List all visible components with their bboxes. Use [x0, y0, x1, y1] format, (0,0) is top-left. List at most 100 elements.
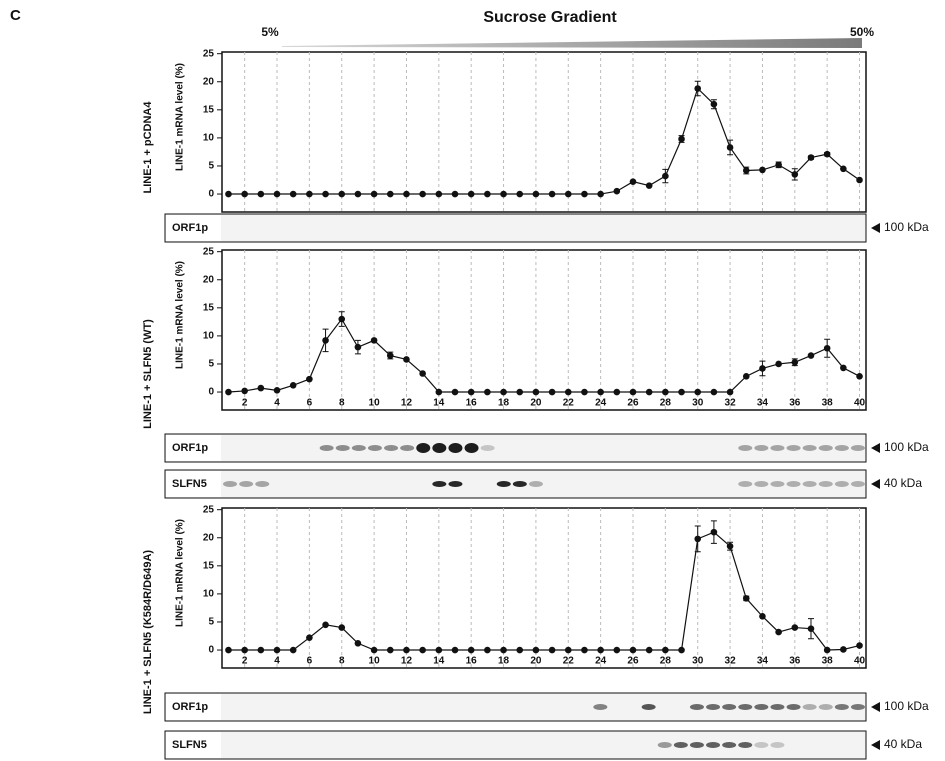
- blot-label: ORF1p: [172, 701, 208, 713]
- header-title: Sucrose Gradient: [483, 9, 617, 26]
- data-point: [808, 625, 815, 632]
- blot-band: [593, 704, 607, 710]
- x-tick-label: 16: [466, 656, 478, 667]
- x-tick-label: 26: [627, 398, 639, 409]
- data-point: [403, 647, 410, 654]
- data-point: [290, 647, 297, 654]
- blot-band: [803, 481, 817, 487]
- data-point: [597, 647, 604, 654]
- data-point: [225, 647, 232, 654]
- blot-band: [835, 445, 849, 451]
- data-point: [306, 376, 313, 383]
- x-tick-label: 36: [789, 398, 801, 409]
- data-point: [419, 191, 426, 198]
- data-point: [468, 389, 475, 396]
- data-point: [500, 191, 507, 198]
- x-tick-label: 8: [339, 398, 345, 409]
- data-point: [581, 647, 588, 654]
- data-point: [808, 352, 815, 359]
- data-point: [775, 629, 782, 636]
- data-point: [258, 647, 265, 654]
- blot-band: [336, 445, 350, 451]
- data-point: [840, 365, 847, 372]
- data-point: [759, 613, 766, 620]
- data-point: [484, 191, 491, 198]
- data-point: [322, 337, 329, 344]
- data-point: [468, 647, 475, 654]
- data-point: [387, 191, 394, 198]
- y-tick-label: 20: [203, 76, 215, 87]
- blot-band: [368, 445, 382, 451]
- size-arrow: [871, 443, 880, 453]
- x-tick-label: 16: [466, 398, 478, 409]
- data-point: [436, 647, 443, 654]
- data-point: [452, 647, 459, 654]
- x-tick-label: 38: [822, 398, 834, 409]
- data-point: [727, 144, 734, 151]
- data-point: [241, 388, 248, 395]
- data-point: [290, 382, 297, 389]
- data-point: [419, 370, 426, 377]
- data-point: [856, 177, 863, 184]
- panel-label: C: [10, 7, 21, 24]
- data-point: [808, 154, 815, 161]
- data-point: [533, 191, 540, 198]
- data-point: [468, 191, 475, 198]
- x-tick-label: 30: [692, 656, 704, 667]
- data-point: [241, 191, 248, 198]
- data-point: [662, 647, 669, 654]
- blot-band: [722, 704, 736, 710]
- data-point: [241, 647, 248, 654]
- blot-band: [448, 481, 462, 487]
- blot-band: [754, 481, 768, 487]
- x-tick-label: 22: [563, 656, 575, 667]
- data-point: [824, 151, 831, 158]
- data-point: [322, 191, 329, 198]
- blot-label: ORF1p: [172, 222, 208, 234]
- gradient-wedge: [282, 38, 862, 48]
- data-point: [338, 191, 345, 198]
- y-tick-label: 25: [203, 246, 215, 257]
- data-point: [775, 361, 782, 368]
- y-tick-label: 5: [208, 617, 214, 628]
- y-axis-label: LINE-1 mRNA level (%): [175, 261, 186, 369]
- x-tick-label: 36: [789, 656, 801, 667]
- data-point: [387, 352, 394, 359]
- x-tick-label: 10: [369, 398, 381, 409]
- data-point: [565, 389, 572, 396]
- data-point: [565, 191, 572, 198]
- y-tick-label: 10: [203, 331, 215, 342]
- data-point: [322, 621, 329, 628]
- data-point: [500, 647, 507, 654]
- data-line: [228, 532, 859, 650]
- data-point: [597, 191, 604, 198]
- data-point: [355, 344, 362, 351]
- blot-band: [706, 742, 720, 748]
- blot-band: [787, 445, 801, 451]
- blot-band: [481, 445, 495, 451]
- blot-band: [465, 443, 479, 453]
- data-point: [743, 595, 750, 602]
- size-arrow: [871, 479, 880, 489]
- blot-label: SLFN5: [172, 478, 207, 490]
- data-point: [743, 167, 750, 174]
- y-tick-label: 15: [203, 104, 215, 115]
- data-point: [614, 188, 621, 195]
- blot-band: [754, 445, 768, 451]
- data-point: [371, 191, 378, 198]
- x-tick-label: 34: [757, 398, 769, 409]
- data-point: [775, 162, 782, 169]
- data-point: [306, 634, 313, 641]
- blot-frame: [165, 214, 866, 242]
- data-point: [840, 646, 847, 653]
- y-tick-label: 10: [203, 133, 215, 144]
- y-tick-label: 5: [208, 359, 214, 370]
- data-point: [419, 647, 426, 654]
- data-point: [549, 389, 556, 396]
- blot-band: [851, 445, 865, 451]
- data-point: [274, 191, 281, 198]
- x-tick-label: 12: [401, 656, 413, 667]
- size-label: 100 kDa: [884, 699, 929, 713]
- plot-frame: [222, 52, 866, 212]
- data-point: [452, 191, 459, 198]
